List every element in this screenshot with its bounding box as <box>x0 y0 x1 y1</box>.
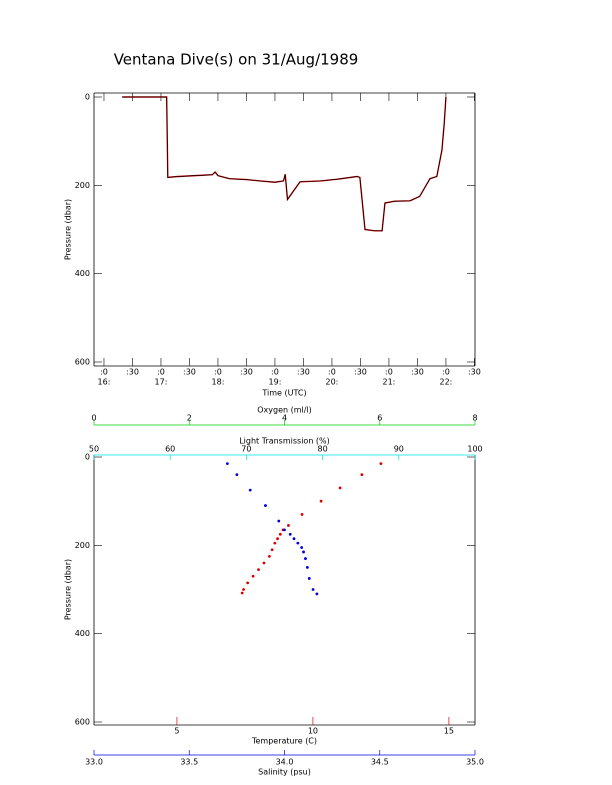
x-tick-label: 5 <box>174 727 179 736</box>
x-axis-label: Oxygen (ml/l) <box>257 406 312 415</box>
profile-point <box>242 588 245 591</box>
x-tick-label: :0 <box>157 368 165 377</box>
x-tick-label: :30 <box>411 368 424 377</box>
profile-point <box>240 591 244 595</box>
profile-point <box>276 537 279 541</box>
profile-point <box>360 473 364 477</box>
x-tick-label: 90 <box>394 445 404 454</box>
profile-point <box>270 548 274 552</box>
profile-point <box>304 557 307 560</box>
x-tick-label: :30 <box>297 368 310 377</box>
x-tick-label: 34.5 <box>371 758 389 767</box>
x-hour-label: 18: <box>212 378 225 387</box>
y-tick-label: 0 <box>85 453 90 462</box>
x-hour-label: 20: <box>326 378 339 387</box>
profile-point <box>268 554 271 558</box>
x-tick-label: 6 <box>377 414 382 423</box>
profile-point <box>264 504 267 507</box>
profile-point <box>262 561 266 565</box>
y-tick-label: 200 <box>75 541 90 550</box>
x-hour-label: 22: <box>439 378 452 387</box>
x-tick-label: :0 <box>442 368 450 377</box>
profile-point <box>283 528 286 532</box>
profile-point <box>319 499 323 503</box>
x-tick-label: 15 <box>444 727 454 736</box>
x-hour-label: 21: <box>383 378 396 387</box>
x-axis-label: Light Transmission (%) <box>239 437 330 446</box>
x-tick-label: 8 <box>472 414 477 423</box>
x-tick-label: :30 <box>240 368 253 377</box>
x-tick-label: 33.5 <box>180 758 198 767</box>
profile-point <box>311 588 315 591</box>
x-tick-label: :30 <box>468 368 481 377</box>
profile-point <box>248 488 252 492</box>
profile-point <box>300 513 304 516</box>
profile-point <box>305 566 309 569</box>
x-tick-label: 80 <box>318 445 328 454</box>
y-tick-label: 200 <box>75 181 90 190</box>
x-tick-label: 34.0 <box>276 758 294 767</box>
y-tick-label: 400 <box>75 269 90 278</box>
x-tick-label: 10 <box>308 727 318 736</box>
x-tick-label: :30 <box>126 368 139 377</box>
profile-point <box>225 462 229 466</box>
pressure-line-core <box>122 96 447 232</box>
x-tick-label: :0 <box>271 368 279 377</box>
x-tick-label: 60 <box>165 445 175 454</box>
y-tick-label: 400 <box>75 629 90 638</box>
x-tick-label: :0 <box>100 368 108 377</box>
pressure-line <box>122 96 447 232</box>
profile-point <box>278 532 282 536</box>
x-tick-label: 35.0 <box>466 758 484 767</box>
profile-point <box>292 537 296 541</box>
profile-point <box>315 592 319 596</box>
x-tick-label: :0 <box>385 368 393 377</box>
profile-point <box>273 541 277 545</box>
x-tick-label: 50 <box>89 445 99 454</box>
x-hour-label: 16: <box>98 378 111 387</box>
x-tick-label: 70 <box>241 445 251 454</box>
profile-point <box>246 581 250 585</box>
profile-point <box>379 462 383 466</box>
x-tick-label: 100 <box>467 445 482 454</box>
profile-point <box>296 541 300 545</box>
x-tick-label: 0 <box>91 414 96 423</box>
y-axis-label: Pressure (dbar) <box>64 559 73 620</box>
profile-point <box>307 577 311 580</box>
x-axis-label: Temperature (C) <box>251 737 317 746</box>
x-tick-label: :30 <box>183 368 196 377</box>
y-axis-label: Pressure (dbar) <box>64 199 73 260</box>
x-hour-label: 19: <box>269 378 282 387</box>
profile-point <box>251 574 255 578</box>
x-tick-label: :0 <box>328 368 336 377</box>
x-tick-label: 2 <box>187 414 192 423</box>
x-tick-label: :30 <box>354 368 367 377</box>
profile-point <box>277 519 281 523</box>
x-tick-label: :0 <box>214 368 222 377</box>
x-tick-label: 33.0 <box>85 758 103 767</box>
profile-point <box>338 486 342 490</box>
profile-point <box>300 546 304 549</box>
profile-point <box>235 473 239 477</box>
profile-point <box>257 568 260 572</box>
x-tick-label: 4 <box>282 414 287 423</box>
x-axis-label: Time (UTC) <box>261 389 306 398</box>
profile-point <box>287 524 290 527</box>
profile-point <box>288 532 292 536</box>
x-axis-label: Salinity (psu) <box>258 768 311 777</box>
y-tick-label: 0 <box>85 93 90 102</box>
y-tick-label: 600 <box>75 358 90 367</box>
y-tick-label: 600 <box>75 718 90 727</box>
x-hour-label: 17: <box>155 378 168 387</box>
profile-point <box>302 550 305 554</box>
figure-title: Ventana Dive(s) on 31/Aug/1989 <box>114 51 359 69</box>
